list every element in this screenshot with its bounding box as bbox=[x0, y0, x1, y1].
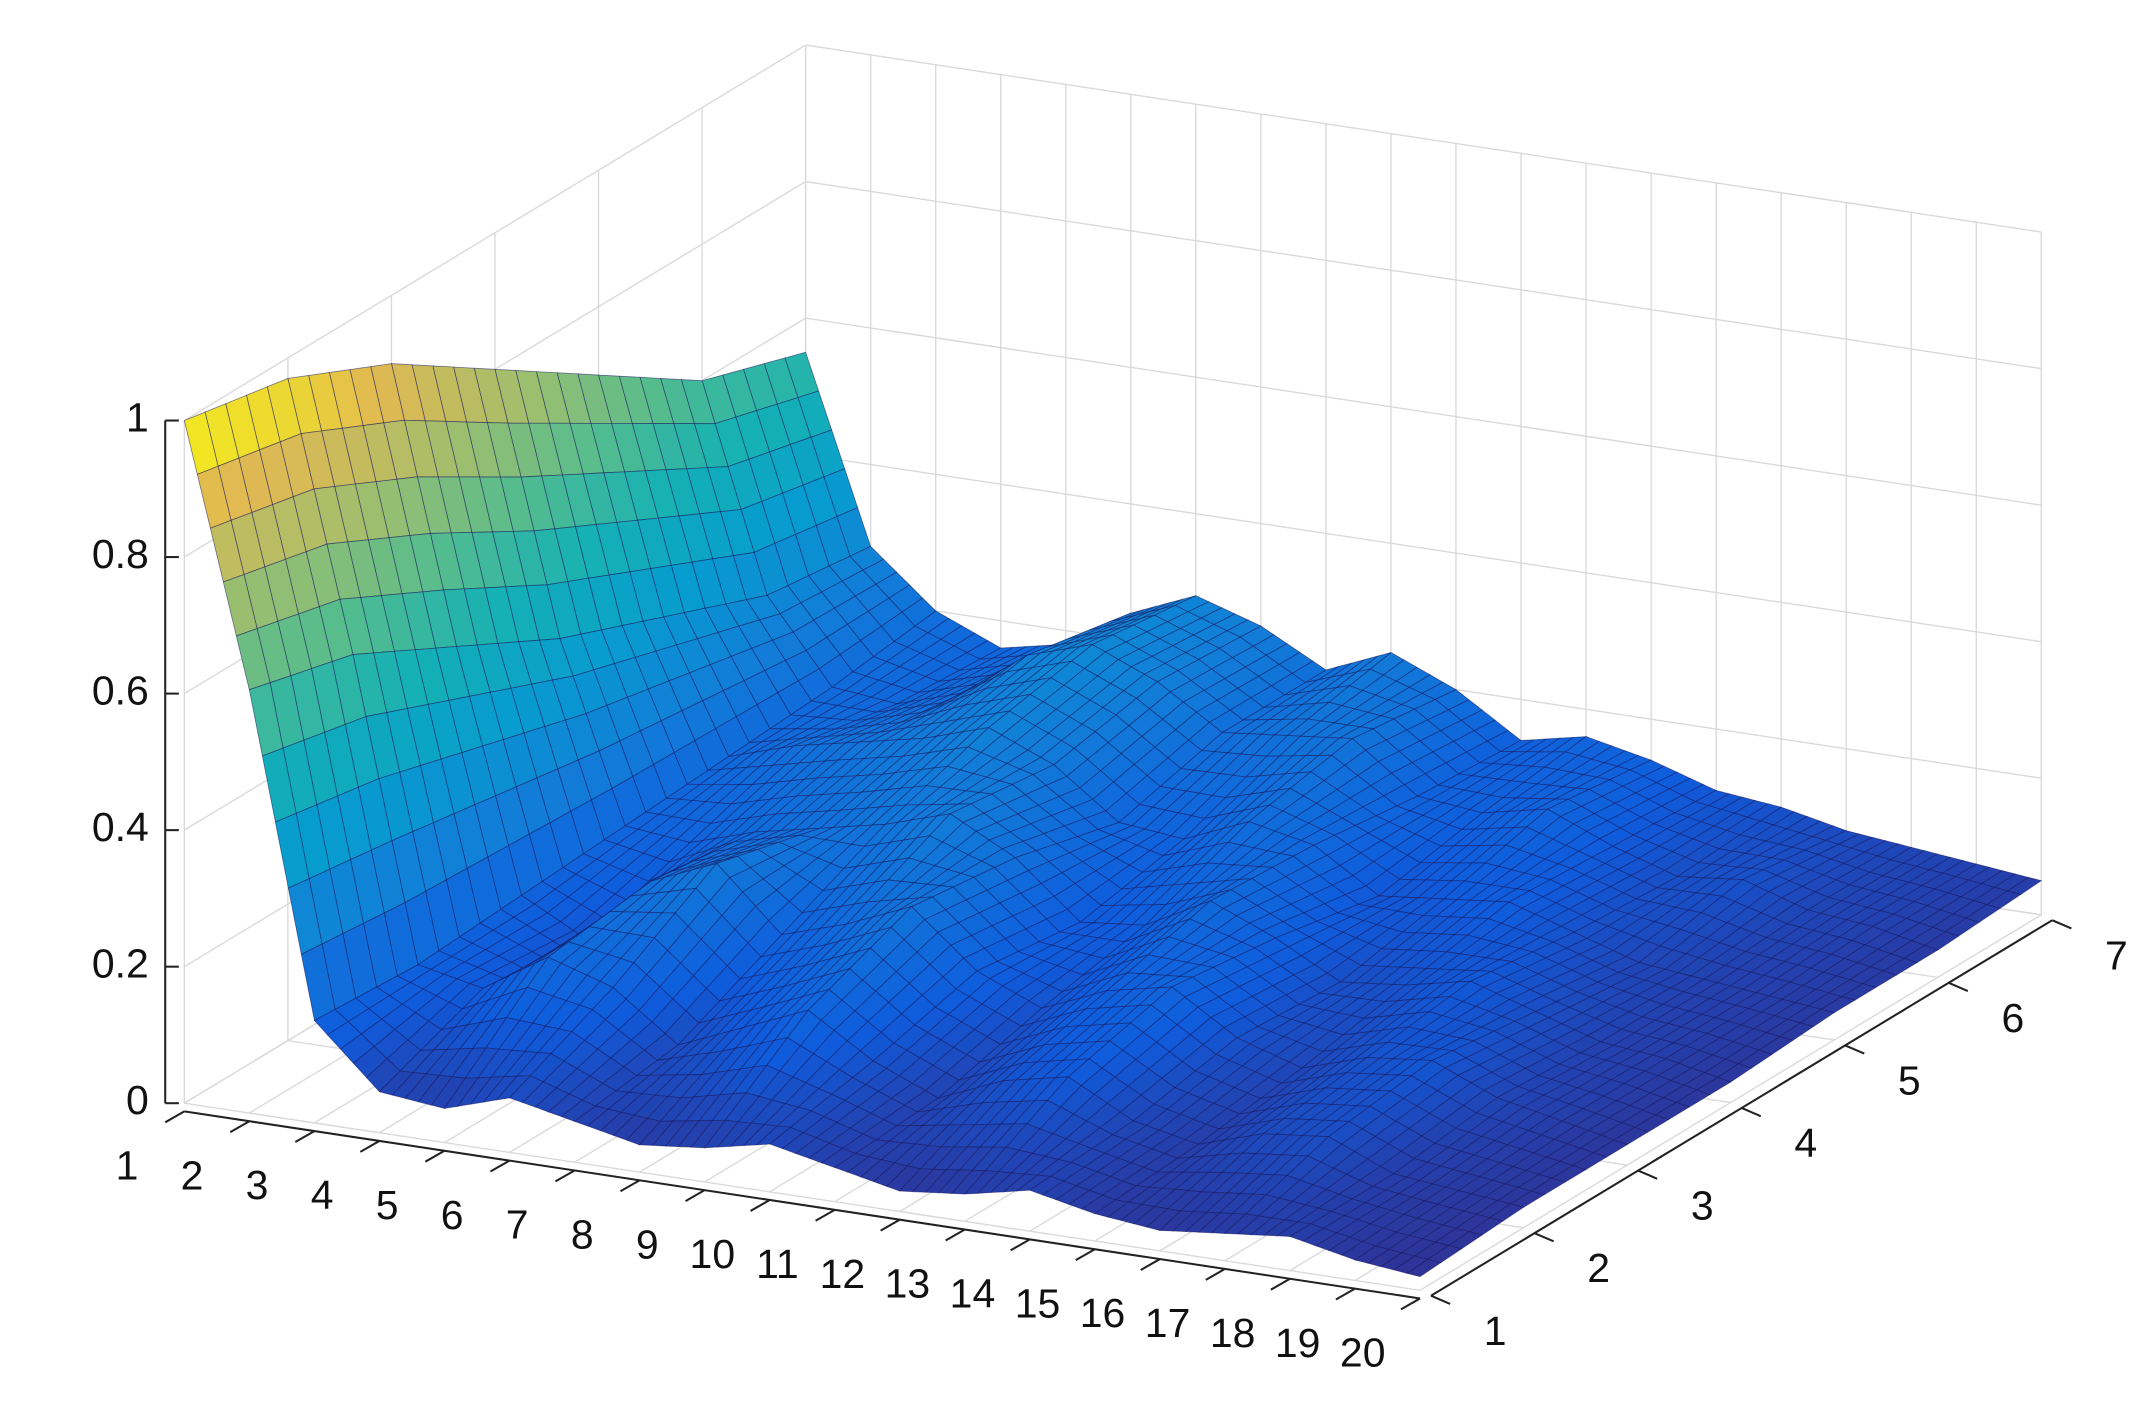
y-tick-label: 2 bbox=[1587, 1245, 1610, 1291]
x-tick-label: 14 bbox=[950, 1271, 996, 1317]
x-tick-label: 20 bbox=[1340, 1330, 1386, 1376]
x-tick-label: 10 bbox=[690, 1231, 736, 1277]
y-tick-label: 7 bbox=[2105, 932, 2128, 978]
x-tick-label: 8 bbox=[571, 1211, 594, 1257]
x-tick bbox=[229, 1120, 250, 1134]
x-tick-label: 11 bbox=[756, 1241, 799, 1287]
x-tick-label: 5 bbox=[376, 1182, 399, 1228]
y-tick bbox=[1741, 1107, 1762, 1118]
x-tick bbox=[750, 1199, 771, 1212]
z-tick-label: 1 bbox=[126, 394, 149, 440]
x-tick bbox=[424, 1149, 445, 1163]
x-tick bbox=[1270, 1277, 1291, 1291]
x-tick bbox=[554, 1169, 576, 1183]
x-tick bbox=[619, 1179, 641, 1193]
x-axis bbox=[184, 1110, 1421, 1300]
x-tick bbox=[945, 1228, 966, 1242]
x-tick bbox=[1010, 1238, 1031, 1252]
x-tick-label: 9 bbox=[636, 1221, 659, 1267]
x-tick bbox=[1400, 1297, 1421, 1311]
x-tick-label: 2 bbox=[181, 1152, 204, 1198]
y-tick-label: 6 bbox=[2001, 995, 2024, 1041]
x-tick-label: 19 bbox=[1275, 1320, 1321, 1366]
z-tick-label: 0.4 bbox=[92, 804, 149, 850]
z-tick-label: 0.6 bbox=[92, 667, 149, 713]
x-tick bbox=[294, 1130, 315, 1143]
x-tick-label: 7 bbox=[506, 1202, 529, 1248]
grid-line bbox=[184, 1102, 1421, 1291]
x-tick-label: 13 bbox=[885, 1261, 931, 1307]
x-tick-label: 6 bbox=[441, 1192, 464, 1238]
x-tick-label: 12 bbox=[820, 1251, 866, 1297]
y-tick-label: 5 bbox=[1898, 1057, 1921, 1103]
x-tick-label: 16 bbox=[1080, 1290, 1126, 1336]
y-tick-label: 3 bbox=[1691, 1183, 1714, 1229]
z-tick-label: 0 bbox=[126, 1077, 149, 1123]
grid-line bbox=[805, 317, 2042, 506]
x-tick-label: 15 bbox=[1015, 1280, 1061, 1326]
x-tick bbox=[880, 1218, 901, 1232]
y-tick bbox=[1534, 1232, 1555, 1243]
y-tick-label: 1 bbox=[1484, 1308, 1507, 1354]
y-tick bbox=[1430, 1294, 1451, 1305]
y-tick-label: 4 bbox=[1794, 1120, 1817, 1166]
z-tick-label: 0.8 bbox=[92, 531, 149, 577]
x-tick-label: 3 bbox=[246, 1162, 269, 1208]
y-tick bbox=[1637, 1169, 1658, 1180]
x-tick bbox=[815, 1208, 836, 1222]
surface-cell bbox=[1406, 1258, 1442, 1278]
x-tick bbox=[359, 1140, 380, 1153]
grid-line bbox=[805, 180, 2042, 370]
y-tick bbox=[2051, 919, 2072, 930]
x-tick-label: 1 bbox=[116, 1143, 139, 1189]
x-tick bbox=[489, 1159, 511, 1173]
x-tick bbox=[1140, 1258, 1161, 1271]
grid-line bbox=[805, 44, 2042, 233]
x-tick-label: 17 bbox=[1145, 1300, 1191, 1346]
x-tick bbox=[164, 1110, 185, 1124]
z-tick-label: 0.2 bbox=[92, 940, 149, 986]
grid-line bbox=[183, 44, 806, 422]
x-tick-label: 4 bbox=[311, 1172, 334, 1218]
x-tick bbox=[685, 1189, 706, 1202]
grid-line bbox=[805, 453, 2042, 643]
x-tick bbox=[1335, 1287, 1356, 1301]
y-tick bbox=[1948, 981, 1969, 992]
x-tick bbox=[1205, 1268, 1226, 1281]
x-tick-label: 18 bbox=[1210, 1310, 1256, 1356]
x-tick bbox=[1075, 1248, 1096, 1262]
y-tick bbox=[1844, 1044, 1865, 1055]
